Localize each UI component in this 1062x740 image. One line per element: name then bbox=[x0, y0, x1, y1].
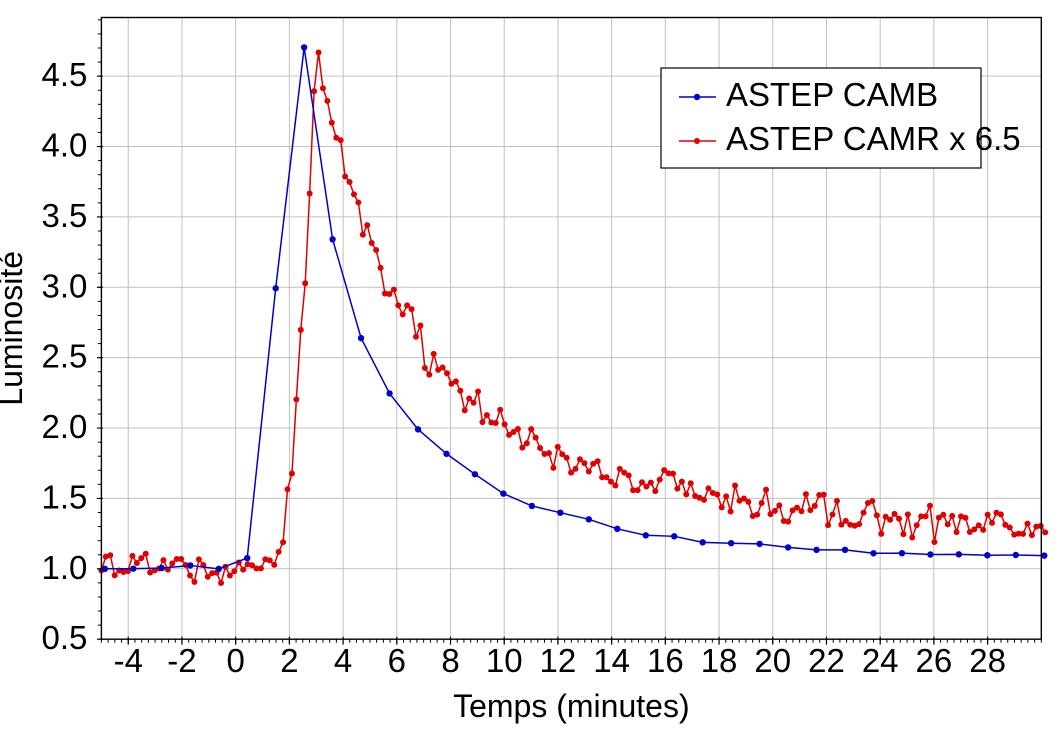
svg-text:10: 10 bbox=[486, 642, 523, 679]
svg-text:16: 16 bbox=[647, 642, 684, 679]
svg-text:4.0: 4.0 bbox=[42, 127, 88, 164]
svg-text:28: 28 bbox=[969, 642, 1006, 679]
svg-text:Luminosité: Luminosité bbox=[0, 251, 29, 406]
svg-text:3.5: 3.5 bbox=[42, 197, 88, 234]
svg-text:1.5: 1.5 bbox=[42, 478, 88, 515]
svg-text:ASTEP CAMR x 6.5: ASTEP CAMR x 6.5 bbox=[726, 120, 1021, 157]
svg-text:26: 26 bbox=[916, 642, 953, 679]
svg-text:0: 0 bbox=[226, 642, 244, 679]
svg-text:4.5: 4.5 bbox=[42, 56, 88, 93]
svg-text:1.0: 1.0 bbox=[42, 549, 88, 586]
svg-text:0.5: 0.5 bbox=[42, 619, 88, 656]
svg-text:2.5: 2.5 bbox=[42, 338, 88, 375]
svg-text:22: 22 bbox=[808, 642, 845, 679]
svg-text:2.0: 2.0 bbox=[42, 408, 88, 445]
svg-text:Temps (minutes): Temps (minutes) bbox=[453, 688, 690, 724]
svg-text:12: 12 bbox=[540, 642, 577, 679]
svg-text:20: 20 bbox=[754, 642, 791, 679]
svg-text:18: 18 bbox=[701, 642, 738, 679]
svg-text:8: 8 bbox=[441, 642, 459, 679]
svg-text:-4: -4 bbox=[114, 642, 143, 679]
svg-text:2: 2 bbox=[280, 642, 298, 679]
svg-text:-2: -2 bbox=[167, 642, 196, 679]
svg-text:6: 6 bbox=[388, 642, 406, 679]
svg-text:24: 24 bbox=[862, 642, 899, 679]
svg-text:3.0: 3.0 bbox=[42, 267, 88, 304]
svg-text:ASTEP CAMB: ASTEP CAMB bbox=[726, 76, 938, 113]
svg-text:14: 14 bbox=[593, 642, 630, 679]
svg-text:4: 4 bbox=[334, 642, 352, 679]
